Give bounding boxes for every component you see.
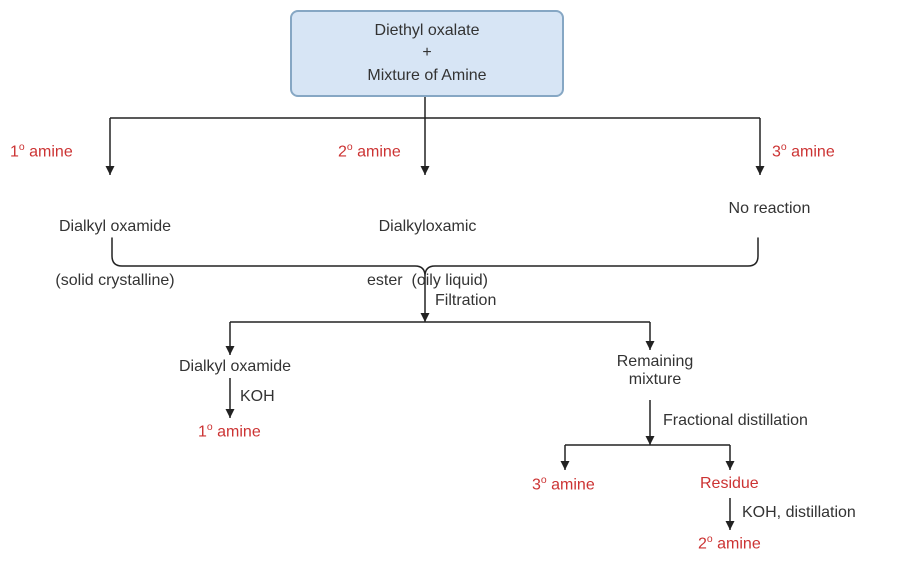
result-secondary-amine: 2o amine	[698, 534, 761, 553]
result-tertiary-amine: 3o amine	[532, 475, 595, 494]
product-dialkyloxamic-l2: ester (oily liquid)	[350, 272, 505, 290]
label-koh-distillation: KOH, distillation	[742, 504, 856, 522]
node-remaining-mixture: Remaining mixture	[595, 353, 715, 389]
label-tertiary-amine: 3o amine	[772, 142, 835, 161]
product-dialkyloxamic-ester: Dialkyloxamic ester (oily liquid)	[350, 182, 505, 308]
label-koh: KOH	[240, 388, 275, 406]
label-filtration: Filtration	[435, 292, 496, 310]
label-primary-amine: 1o amine	[10, 142, 73, 161]
node-residue: Residue	[700, 475, 759, 493]
product-no-reaction: No reaction	[710, 182, 820, 218]
product-dialkyl-oxamide-l2: (solid crystalline)	[40, 272, 190, 290]
product-dialkyl-oxamide-l1: Dialkyl oxamide	[40, 218, 190, 236]
header-line2: Mixture of Amine	[312, 65, 542, 87]
result-primary-amine: 1o amine	[198, 422, 261, 441]
product-dialkyloxamic-l1: Dialkyloxamic	[350, 218, 505, 236]
label-fractional-distillation: Fractional distillation	[663, 412, 808, 430]
header-line1: Diethyl oxalate	[312, 20, 542, 42]
product-dialkyl-oxamide: Dialkyl oxamide (solid crystalline)	[40, 182, 190, 308]
label-secondary-amine: 2o amine	[338, 142, 401, 161]
node-dialkyl-oxamide: Dialkyl oxamide	[160, 358, 310, 376]
header-box: Diethyl oxalate + Mixture of Amine	[290, 10, 564, 97]
header-plus: +	[312, 42, 542, 64]
